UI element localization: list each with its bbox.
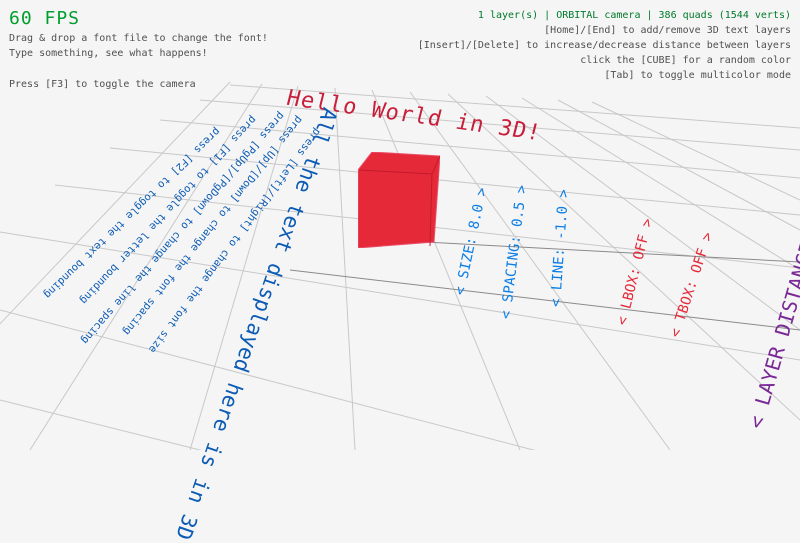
- hint-multicolor: [Tab] to toggle multicolor mode: [604, 70, 791, 81]
- grid-line: [485, 95, 800, 331]
- hint-type: Type something, see what happens!: [9, 48, 208, 59]
- grid-line: [109, 147, 800, 216]
- grid-line: [189, 85, 299, 450]
- grid-line: [0, 309, 536, 450]
- fps-counter: 60 FPS: [9, 8, 81, 29]
- grid-line: [591, 101, 800, 201]
- hint-cube: click the [CUBE] for a random color: [580, 55, 791, 66]
- grid-line: [447, 93, 800, 421]
- grid-line: [521, 97, 800, 271]
- cube[interactable]: [358, 152, 440, 248]
- grid-line: [371, 89, 521, 450]
- grid-line: [159, 119, 800, 179]
- hint-distance: [Insert]/[Delete] to increase/decrease d…: [417, 40, 791, 51]
- grid-line: [29, 83, 263, 450]
- grid-line: [289, 269, 800, 331]
- hint-camera: Press [F3] to toggle the camera: [9, 79, 196, 90]
- status-line: 1 layer(s) | ORBITAL camera | 386 quads …: [477, 10, 791, 21]
- grid-line: [557, 99, 800, 231]
- grid-line: [0, 399, 203, 450]
- grid-line: [387, 239, 800, 263]
- hint-layers: [Home]/[End] to add/remove 3D text layer…: [544, 25, 791, 36]
- ground-grid: [0, 81, 800, 450]
- grid-line: [0, 81, 231, 325]
- grid-line: [199, 99, 800, 151]
- grid-line: [409, 91, 671, 450]
- grid-line: [334, 87, 356, 450]
- hint-drag-drop: Drag & drop a font file to change the fo…: [9, 33, 268, 44]
- grid-line: [0, 231, 800, 361]
- grid-line: [229, 84, 800, 129]
